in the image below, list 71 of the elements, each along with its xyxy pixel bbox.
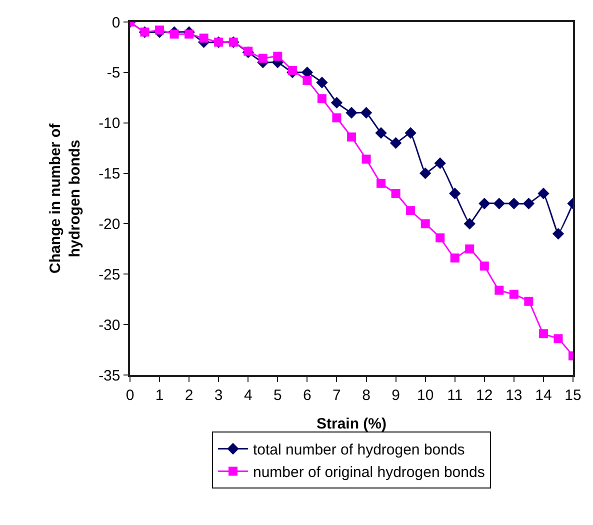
x-tick-label: 12 (476, 386, 493, 404)
point (522, 198, 535, 210)
point (273, 52, 282, 61)
point (375, 127, 387, 139)
y-tick-label: -5 (106, 64, 120, 82)
point (509, 290, 518, 299)
x-tick-label: 13 (506, 386, 522, 404)
point (316, 76, 328, 88)
x-tick-label: 7 (332, 386, 341, 404)
x-tick-label: 10 (416, 386, 434, 404)
point (450, 254, 460, 263)
point (524, 296, 534, 306)
legend-label: number of original hydrogen bonds (253, 464, 485, 482)
point (480, 262, 489, 271)
point (347, 132, 356, 142)
point (420, 219, 430, 228)
point (317, 94, 326, 104)
point (362, 154, 371, 164)
point (538, 329, 548, 338)
x-tick-label: 11 (447, 386, 463, 404)
y-axis-title: Change in number of hydrogen bonds (46, 122, 84, 274)
point (184, 30, 194, 39)
point (360, 106, 372, 119)
legend-label: total number of hydrogen bonds (253, 442, 465, 459)
point (170, 30, 179, 39)
x-tick-label: 3 (214, 386, 223, 404)
point (436, 233, 445, 242)
point (554, 334, 563, 344)
x-tick-label: 2 (184, 386, 194, 404)
point (449, 188, 461, 200)
point (330, 96, 343, 109)
y-tick-label: -20 (98, 216, 120, 233)
point (258, 54, 268, 63)
x-axis-title: Strain (%) (316, 415, 387, 432)
point (302, 76, 312, 85)
x-tick-label: 14 (535, 386, 552, 404)
x-tick-label: 5 (274, 386, 282, 404)
point (406, 206, 416, 216)
x-tick-label: 8 (362, 386, 370, 404)
point (288, 66, 297, 75)
y-tick-label: 0 (112, 14, 120, 32)
point (155, 26, 164, 35)
point (419, 167, 432, 180)
point (391, 188, 400, 198)
y-tick-label: -30 (98, 316, 120, 334)
point (199, 34, 208, 43)
point (390, 137, 402, 149)
point (465, 244, 474, 254)
point (538, 188, 550, 200)
x-tick-label: 1 (155, 386, 164, 404)
point (478, 198, 490, 210)
x-tick-label: 6 (303, 386, 312, 404)
x-tick-label: 9 (392, 386, 400, 404)
y-tick-label: -10 (98, 115, 120, 132)
point (494, 286, 504, 295)
point (376, 178, 386, 188)
y-tick-label: -15 (98, 166, 120, 183)
y-tick-label: -35 (98, 367, 120, 384)
x-tick-label: 15 (564, 386, 582, 404)
point (244, 46, 253, 56)
point (508, 198, 520, 210)
point (493, 198, 506, 210)
point (332, 113, 342, 122)
point (434, 157, 446, 170)
point (552, 228, 564, 240)
point (346, 106, 358, 119)
x-tick-label: 0 (126, 386, 134, 404)
point (464, 218, 476, 230)
point (404, 127, 416, 139)
x-tick-label: 4 (244, 386, 252, 404)
y-tick-label: -25 (98, 266, 120, 284)
